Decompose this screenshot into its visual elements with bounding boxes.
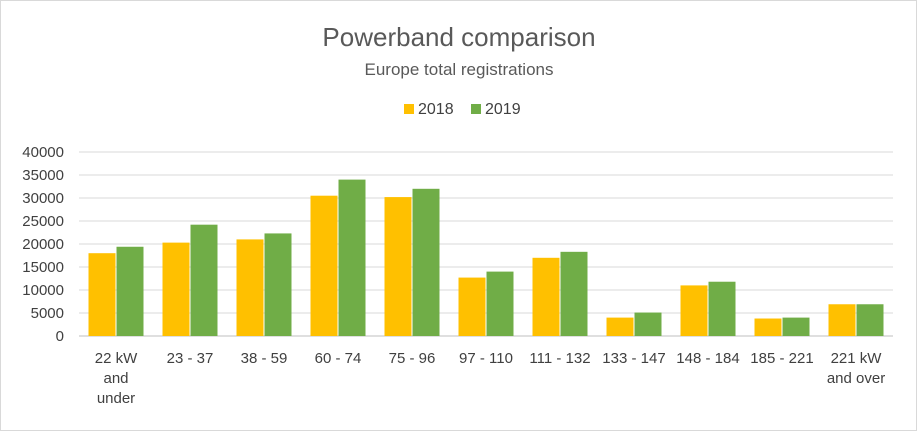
x-tick-label: 148 - 184 <box>676 350 739 367</box>
bar-2018-7 <box>606 317 634 336</box>
bars <box>88 179 884 336</box>
x-tick-label: 38 - 59 <box>241 350 288 367</box>
x-tick-label: 75 - 96 <box>389 350 436 367</box>
bar-2018-10 <box>828 304 856 336</box>
y-tick-label: 25000 <box>22 213 64 230</box>
bar-2019-0 <box>116 246 144 336</box>
bar-2019-2 <box>264 233 292 336</box>
y-axis-ticks: 0 5000 10000 15000 20000 25000 30000 35000 40000 <box>22 144 64 345</box>
x-tick-label: 23 - 37 <box>167 350 214 367</box>
chart-subtitle: Europe total registrations <box>365 60 554 79</box>
x-tick-label: 133 - 147 <box>602 350 665 367</box>
legend-label-2018: 2018 <box>418 101 454 118</box>
bar-2019-1 <box>190 224 218 336</box>
x-tick-label: 60 - 74 <box>315 350 362 367</box>
bar-2019-10 <box>856 304 884 336</box>
x-axis-labels: 22 kW and under 23 - 37 38 - 59 60 - 74 75 - 9… <box>95 350 885 407</box>
bar-2019-5 <box>486 271 514 336</box>
bar-2019-8 <box>708 281 736 336</box>
y-tick-label: 35000 <box>22 167 64 184</box>
x-tick-label: 221 kW and over <box>827 350 885 387</box>
y-tick-label: 20000 <box>22 236 64 253</box>
y-tick-label: 10000 <box>22 282 64 299</box>
x-tick-label: 97 - 110 <box>459 350 513 367</box>
bar-2018-0 <box>88 253 116 336</box>
bar-2019-4 <box>412 188 440 336</box>
y-tick-label: 5000 <box>31 305 64 322</box>
y-tick-label: 40000 <box>22 144 64 161</box>
y-tick-label: 30000 <box>22 190 64 207</box>
bar-2019-6 <box>560 251 588 336</box>
y-tick-label: 0 <box>56 328 64 345</box>
legend-swatch-2018 <box>404 104 414 114</box>
bar-2019-3 <box>338 179 366 336</box>
bar-2019-9 <box>782 317 810 336</box>
chart-title: Powerband comparison <box>322 22 595 52</box>
bar-2018-2 <box>236 239 264 336</box>
bar-2018-9 <box>754 318 782 336</box>
legend: 2018 2019 <box>404 101 521 118</box>
y-tick-label: 15000 <box>22 259 64 276</box>
x-tick-label: 185 - 221 <box>750 350 813 367</box>
bar-2019-7 <box>634 312 662 336</box>
legend-label-2019: 2019 <box>485 101 521 118</box>
bar-2018-5 <box>458 277 486 336</box>
x-tick-label: 22 kW and under <box>95 350 138 407</box>
bar-2018-3 <box>310 195 338 336</box>
bar-2018-4 <box>384 197 412 336</box>
bar-2018-8 <box>680 285 708 336</box>
bar-2018-1 <box>162 242 190 336</box>
legend-swatch-2019 <box>471 104 481 114</box>
x-tick-label: 111 - 132 <box>529 350 590 367</box>
bar-2018-6 <box>532 257 560 336</box>
